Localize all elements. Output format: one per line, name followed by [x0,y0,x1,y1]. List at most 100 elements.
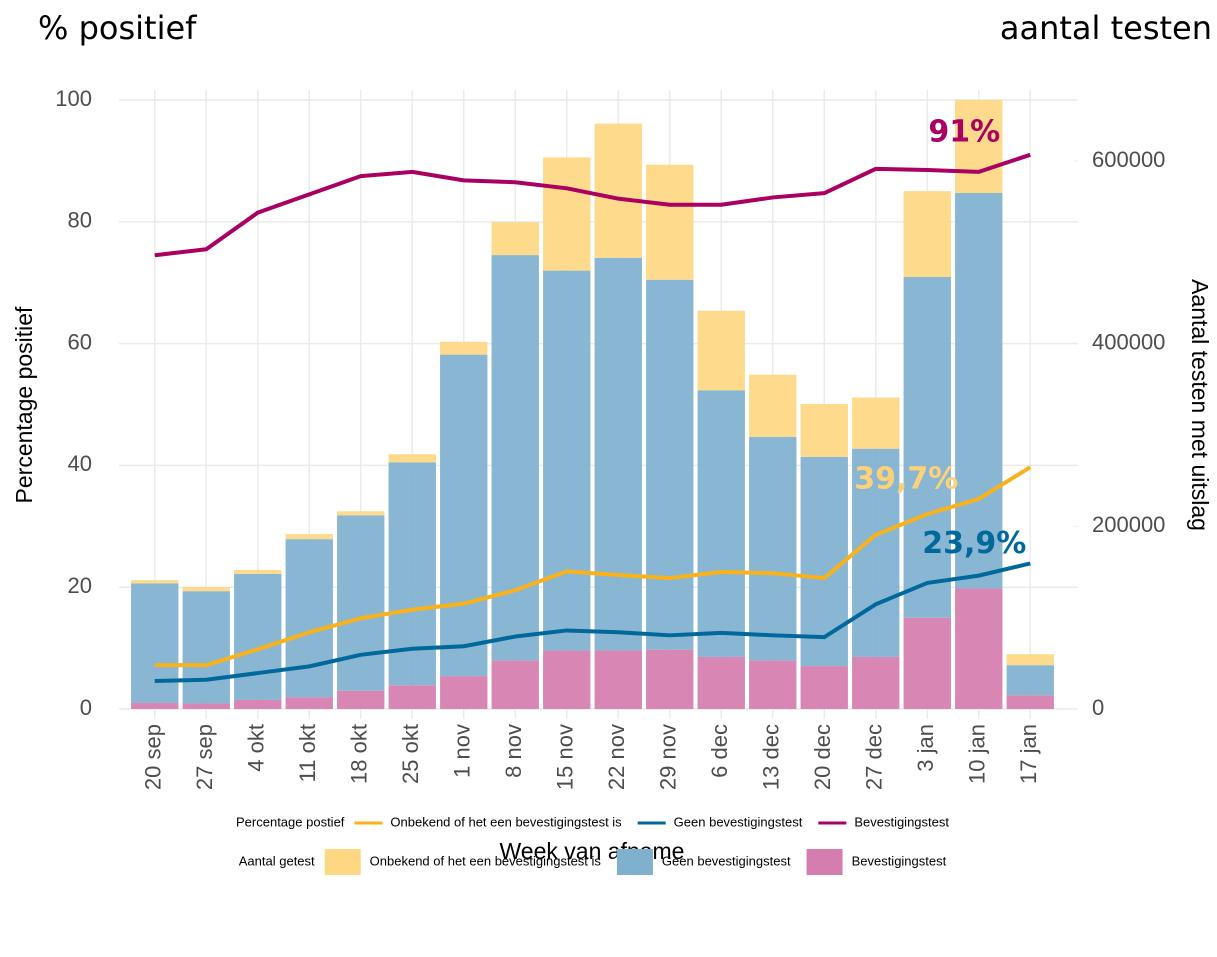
x-tick-label: 10 jan [965,724,990,784]
bar-segment [491,222,539,256]
bar-segment [543,157,591,271]
bar-segment [1006,665,1054,696]
bar-segment [697,390,745,657]
bar-segment [594,257,642,651]
y2-tick-label: 200000 [1092,512,1165,537]
bar-segment [697,656,745,709]
y-tick-label: 60 [68,329,92,354]
bar-segment [182,587,230,592]
bar-segment [337,515,385,691]
bar-segment [1006,695,1054,709]
line [154,561,1031,683]
bar-segment [234,573,282,700]
bar-segment [800,666,848,709]
bar-segment [955,99,1003,193]
x-tick-label: 18 okt [347,724,372,784]
bar-segment [337,511,385,516]
y-tick-label: 40 [68,451,92,476]
bar-segment [903,191,951,278]
bar-segment [697,310,745,391]
bar-segment [646,649,694,709]
bar-segment [749,374,797,437]
bar-segment [440,354,488,677]
bar-segment [543,650,591,709]
legend-swatch [324,849,361,875]
x-tick-label: 15 nov [553,724,578,790]
x-tick-label: 13 dec [759,724,784,790]
legend-label: Onbekend of het een bevestigingstest is [370,853,602,868]
bar-segment [491,660,539,709]
bar-segment [903,277,951,618]
bar-segment [285,697,333,709]
x-tick-label: 20 sep [141,724,166,790]
bar-segment [955,192,1003,589]
bar-segment [594,123,642,258]
y-tick-label: 0 [80,695,92,720]
x-tick-label: 17 jan [1016,724,1041,784]
x-tick-label: 27 dec [862,724,887,790]
x-tick-label: 8 nov [501,724,526,778]
bar-segment [1006,654,1054,666]
x-tick-label: 25 okt [398,724,423,784]
y-tick-label: 80 [68,208,92,233]
bar-segment [285,539,333,698]
bar-segment [440,341,488,355]
x-axis-title: Week van afname [500,838,685,864]
x-tick-label: 20 dec [810,724,835,790]
bar-segment [337,690,385,709]
bar-segment [182,591,230,704]
bar-segment [646,279,694,650]
legend-title: Percentage postief [236,814,345,829]
legend-label: Bevestigingstest [852,853,947,868]
bar-segment [388,685,436,709]
x-tick-label: 3 jan [913,724,938,772]
value-label: 91% [928,114,1000,149]
bar-segment [491,255,539,661]
bar-segment [800,456,848,667]
bar-segment [749,660,797,709]
x-tick-label: 4 okt [244,724,269,772]
value-label: 39,7% [854,462,958,497]
x-tick-label: 11 okt [295,724,320,782]
bar-segment [594,650,642,709]
bar-segment [234,569,282,574]
legend-label: Geen bevestigingstest [662,853,791,868]
value-label: 23,9% [922,526,1026,561]
bar-segment [852,397,900,449]
bar-segment [131,580,179,584]
line [154,465,1032,668]
bar-segment [182,703,230,709]
y2-axis-title: Aantal testen met uitslag [1187,279,1213,531]
bar-segment [955,588,1003,709]
bar-segment [749,436,797,661]
bar-segment [646,164,694,280]
y-tick-label: 100 [55,86,92,111]
bar-segment [852,656,900,709]
x-tick-label: 6 dec [707,724,732,778]
left-header: % positief [38,9,197,47]
legend-swatch [616,849,653,875]
legend-label: Bevestigingstest [854,814,949,829]
bar-segment [131,702,179,709]
right-header: aantal testen [1000,9,1212,47]
bar-segment [388,454,436,463]
bar-segment [234,699,282,709]
x-tick-label: 22 nov [604,724,629,790]
bar-segment [543,270,591,651]
line [154,152,1031,258]
legend-label: Onbekend of het een bevestigingstest is [390,814,622,829]
legend-swatch [806,849,843,875]
bar-segment [800,403,848,457]
legend-line: Percentage postief Onbekend of het een be… [236,814,949,829]
bar-segment [852,448,900,657]
bar-segment [903,617,951,709]
legend-bar: Aantal getest Onbekend of het een bevesti… [239,849,947,875]
y-axis-title: Percentage positief [11,306,37,504]
y-tick-label: 20 [68,573,92,598]
y2-tick-label: 600000 [1092,147,1165,172]
x-tick-label: 27 sep [192,724,217,790]
bar-segment [285,534,333,540]
legend-title: Aantal getest [239,853,315,868]
x-tick-label: 1 nov [450,724,475,778]
